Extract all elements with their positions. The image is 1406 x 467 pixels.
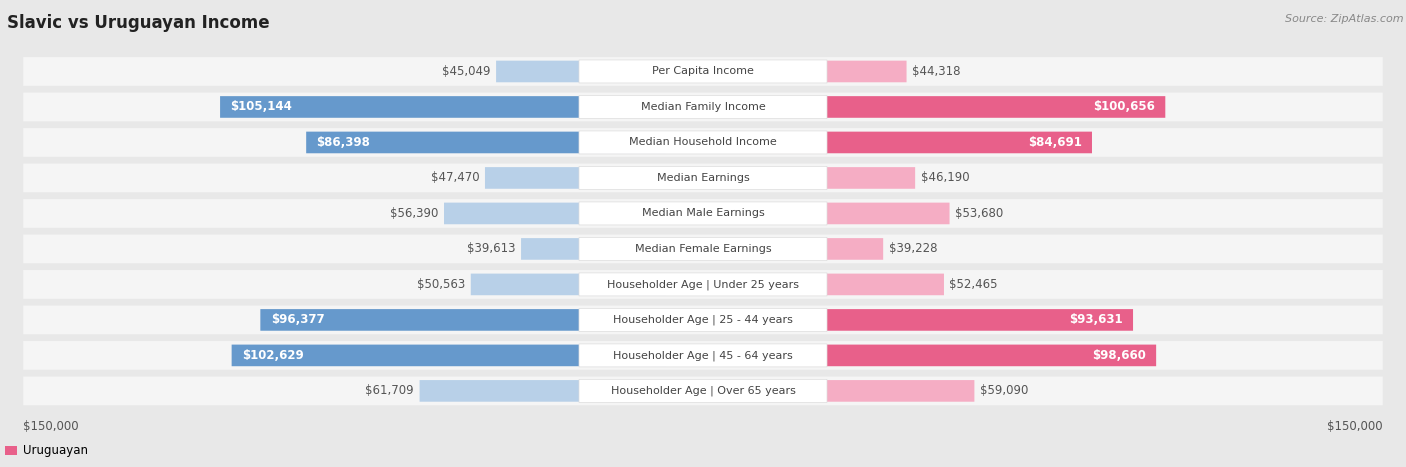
- Text: Householder Age | 45 - 64 years: Householder Age | 45 - 64 years: [613, 350, 793, 361]
- FancyBboxPatch shape: [24, 270, 1382, 299]
- FancyBboxPatch shape: [260, 309, 666, 331]
- FancyBboxPatch shape: [579, 95, 827, 119]
- FancyBboxPatch shape: [740, 274, 943, 295]
- Text: Slavic vs Uruguayan Income: Slavic vs Uruguayan Income: [7, 14, 270, 32]
- FancyBboxPatch shape: [24, 57, 1382, 86]
- FancyBboxPatch shape: [24, 376, 1382, 405]
- FancyBboxPatch shape: [740, 61, 907, 82]
- FancyBboxPatch shape: [232, 345, 666, 366]
- FancyBboxPatch shape: [579, 308, 827, 332]
- Text: $84,691: $84,691: [1028, 136, 1081, 149]
- Text: Median Male Earnings: Median Male Earnings: [641, 208, 765, 219]
- FancyBboxPatch shape: [579, 202, 827, 225]
- FancyBboxPatch shape: [307, 132, 666, 153]
- FancyBboxPatch shape: [740, 345, 1156, 366]
- Text: $98,660: $98,660: [1092, 349, 1146, 362]
- FancyBboxPatch shape: [419, 380, 666, 402]
- FancyBboxPatch shape: [24, 92, 1382, 121]
- Text: Householder Age | Under 25 years: Householder Age | Under 25 years: [607, 279, 799, 290]
- FancyBboxPatch shape: [24, 341, 1382, 370]
- FancyBboxPatch shape: [579, 344, 827, 367]
- FancyBboxPatch shape: [24, 234, 1382, 263]
- Text: $86,398: $86,398: [316, 136, 370, 149]
- Text: $61,709: $61,709: [366, 384, 413, 397]
- FancyBboxPatch shape: [24, 305, 1382, 334]
- FancyBboxPatch shape: [740, 132, 1092, 153]
- FancyBboxPatch shape: [740, 203, 949, 224]
- FancyBboxPatch shape: [740, 380, 974, 402]
- Text: $44,318: $44,318: [912, 65, 960, 78]
- Text: $102,629: $102,629: [242, 349, 304, 362]
- FancyBboxPatch shape: [24, 163, 1382, 192]
- Text: $46,190: $46,190: [921, 171, 969, 184]
- Text: $150,000: $150,000: [24, 420, 79, 433]
- FancyBboxPatch shape: [496, 61, 666, 82]
- FancyBboxPatch shape: [579, 379, 827, 403]
- Text: Householder Age | Over 65 years: Householder Age | Over 65 years: [610, 386, 796, 396]
- FancyBboxPatch shape: [740, 96, 1166, 118]
- FancyBboxPatch shape: [471, 274, 666, 295]
- FancyBboxPatch shape: [579, 166, 827, 190]
- Text: Per Capita Income: Per Capita Income: [652, 66, 754, 77]
- FancyBboxPatch shape: [579, 60, 827, 83]
- Text: $53,680: $53,680: [955, 207, 1004, 220]
- Text: Median Female Earnings: Median Female Earnings: [634, 244, 772, 254]
- Text: $50,563: $50,563: [418, 278, 465, 291]
- Text: $150,000: $150,000: [1327, 420, 1382, 433]
- Text: Median Family Income: Median Family Income: [641, 102, 765, 112]
- Text: $105,144: $105,144: [231, 100, 292, 113]
- Text: $45,049: $45,049: [441, 65, 491, 78]
- Text: $47,470: $47,470: [430, 171, 479, 184]
- Text: $59,090: $59,090: [980, 384, 1028, 397]
- FancyBboxPatch shape: [579, 131, 827, 154]
- Text: $39,228: $39,228: [889, 242, 938, 255]
- Text: Householder Age | 25 - 44 years: Householder Age | 25 - 44 years: [613, 315, 793, 325]
- Text: $100,656: $100,656: [1092, 100, 1154, 113]
- Text: $96,377: $96,377: [271, 313, 325, 326]
- Text: $39,613: $39,613: [467, 242, 516, 255]
- Text: Median Household Income: Median Household Income: [628, 137, 778, 148]
- Text: $56,390: $56,390: [389, 207, 439, 220]
- Text: $52,465: $52,465: [949, 278, 998, 291]
- FancyBboxPatch shape: [221, 96, 666, 118]
- FancyBboxPatch shape: [444, 203, 666, 224]
- FancyBboxPatch shape: [579, 273, 827, 296]
- Text: Median Earnings: Median Earnings: [657, 173, 749, 183]
- FancyBboxPatch shape: [740, 238, 883, 260]
- FancyBboxPatch shape: [740, 167, 915, 189]
- FancyBboxPatch shape: [24, 199, 1382, 228]
- FancyBboxPatch shape: [485, 167, 666, 189]
- Text: $93,631: $93,631: [1069, 313, 1123, 326]
- FancyBboxPatch shape: [579, 237, 827, 261]
- FancyBboxPatch shape: [740, 309, 1133, 331]
- Legend: Slavic, Uruguayan: Slavic, Uruguayan: [0, 439, 93, 462]
- FancyBboxPatch shape: [522, 238, 666, 260]
- Text: Source: ZipAtlas.com: Source: ZipAtlas.com: [1285, 14, 1403, 24]
- FancyBboxPatch shape: [24, 128, 1382, 157]
